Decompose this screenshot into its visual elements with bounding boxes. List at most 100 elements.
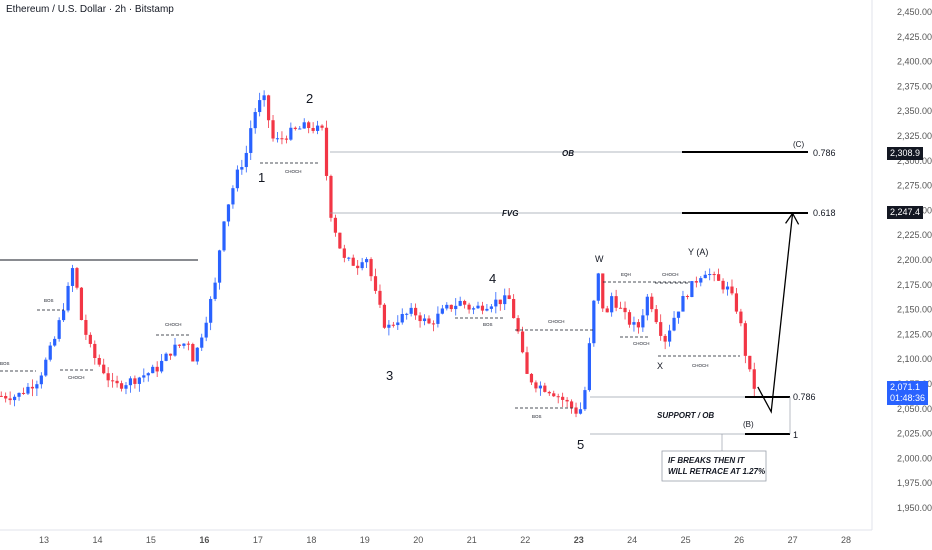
candle-body [249, 128, 253, 153]
choch-tag: CHOCH [165, 322, 182, 327]
support-ob-label: SUPPORT / OB [657, 411, 714, 420]
candle-body [253, 112, 257, 129]
candle-body [561, 396, 565, 400]
candle-body [618, 307, 623, 309]
candle-body [427, 318, 431, 324]
candle-body [369, 259, 373, 277]
candle-body [578, 409, 583, 414]
day-tick-label: 28 [841, 535, 851, 545]
candle-body [93, 343, 97, 359]
candle-body [356, 265, 360, 269]
candle-body [4, 395, 8, 399]
candle-body [66, 285, 70, 311]
candle-body [137, 377, 141, 384]
candle-body [351, 257, 355, 266]
candle-body [752, 369, 756, 389]
day-tick-label: 15 [146, 535, 156, 545]
day-tick-label: 25 [681, 535, 691, 545]
candle-body [298, 128, 302, 130]
last-price: 2,071.1 [890, 382, 921, 392]
candle-body [182, 343, 186, 346]
price-tick-label: 2,200.00 [897, 255, 932, 265]
candle-body [463, 300, 467, 305]
candle-body [84, 320, 88, 335]
candle-body [489, 306, 493, 309]
label-b: (B) [743, 420, 754, 429]
candle-body [498, 299, 502, 305]
candle-body [102, 364, 106, 374]
candle-body [35, 384, 39, 389]
candle-body [213, 282, 217, 299]
wave-label-1: 1 [258, 170, 265, 185]
candle-body [480, 305, 485, 311]
candle-body [342, 248, 346, 258]
price-tick-label: 1,950.00 [897, 503, 932, 513]
candle-body [186, 343, 190, 345]
candle-body [556, 396, 560, 398]
candle-body [636, 322, 641, 328]
price-tick-label: 2,225.00 [897, 230, 932, 240]
candle-body [235, 169, 239, 189]
label-x: X [657, 361, 663, 371]
candle-body [440, 308, 444, 314]
candle-body [57, 320, 61, 339]
candle-body [70, 268, 75, 286]
candle-body [329, 175, 333, 218]
candle-body [289, 127, 293, 140]
candle-body [610, 296, 614, 313]
price-tick-label: 2,150.00 [897, 305, 932, 315]
candle-body [293, 127, 297, 129]
candle-body [17, 392, 21, 397]
candle-body [271, 120, 275, 139]
candle-body [734, 293, 739, 312]
fib-786-top: 0.786 [813, 148, 836, 158]
candle-body [445, 304, 449, 309]
price-tick-label: 2,025.00 [897, 429, 932, 439]
candle-body [75, 268, 79, 288]
candle-body [160, 360, 164, 372]
candle-body [26, 386, 30, 394]
candles-layer [0, 90, 756, 418]
candle-body [97, 358, 101, 365]
candle-body [667, 330, 672, 342]
candle-body [592, 300, 596, 344]
candle-body [650, 296, 654, 310]
price-tick-label: 1,975.00 [897, 478, 932, 488]
candle-body [338, 232, 342, 249]
candle-body [106, 373, 110, 381]
candle-body [725, 286, 730, 290]
candle-body [748, 355, 752, 370]
label-y-a: Y (A) [688, 247, 708, 257]
candle-body [151, 366, 155, 374]
candle-body [244, 152, 248, 168]
projection-arrowhead [785, 212, 800, 225]
time-axis[interactable]: 13 14 15 16 17 18 19 20 21 22 23 24 25 26 27 28 [0, 529, 872, 545]
candle-body [347, 257, 351, 259]
wave-label-3: 3 [386, 368, 393, 383]
candle-body [601, 273, 605, 309]
label-c: (C) [793, 140, 804, 149]
candle-body [569, 401, 574, 408]
candle-body [529, 373, 534, 383]
day-tick-label: 27 [788, 535, 798, 545]
price-axis[interactable]: 1,950.00 1,975.00 2,000.00 2,025.00 2,050.00… [871, 0, 932, 530]
bos-tag: BOS [0, 361, 10, 366]
fvg-label: FVG [502, 209, 518, 218]
candle-body [133, 378, 137, 384]
candle-body [685, 296, 690, 298]
candle-body [565, 399, 569, 402]
choch-tag: CHOCH [68, 375, 85, 380]
candle-body [307, 122, 311, 129]
candle-body [195, 347, 199, 362]
choch-tag: CHOCH [633, 341, 650, 346]
candle-body [743, 323, 747, 356]
candle-body [596, 273, 600, 301]
price-tick-label: 2,450.00 [897, 7, 932, 17]
day-tick-label: 18 [306, 535, 316, 545]
candle-body [730, 286, 734, 294]
candle-body [712, 274, 716, 276]
candle-body [382, 304, 387, 328]
candle-body [703, 274, 707, 279]
candle-body [62, 310, 66, 321]
